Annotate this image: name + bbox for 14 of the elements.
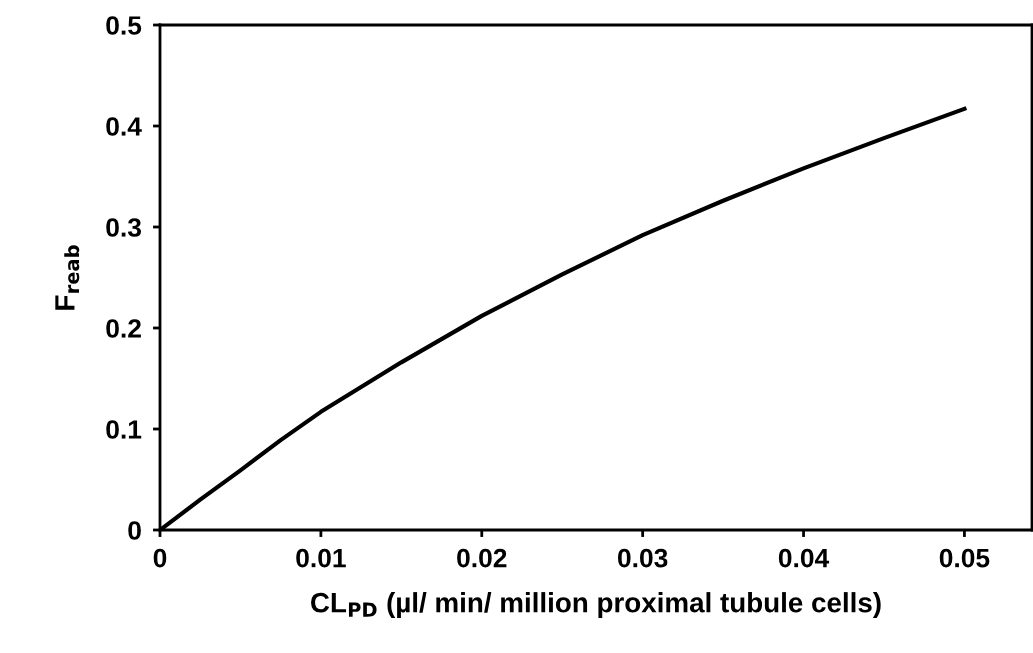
y-tick-label: 0.1 — [106, 420, 142, 439]
y-axis-title: F$_{reab}$ — [55, 245, 80, 310]
y-tick-label: 0 — [128, 521, 141, 540]
x-tick-label: 0.05 — [939, 548, 990, 568]
y-tick-label: 0.2 — [106, 319, 141, 338]
x-tick-label: 0 — [153, 548, 167, 568]
y-tick-label: 0.5 — [106, 16, 142, 35]
y-tick-label: 0.4 — [106, 117, 142, 136]
x-tick-label: 0.04 — [778, 548, 830, 568]
x-axis-title: CL$_{PD}$ (µl/ min/ million proximal tubule cells) — [311, 592, 881, 619]
x-tick-label: 0.03 — [618, 548, 668, 568]
x-tick-label: 0.02 — [457, 548, 507, 568]
y-tick-label: 0.3 — [106, 218, 141, 237]
x-tick-label: 0.01 — [296, 548, 346, 568]
